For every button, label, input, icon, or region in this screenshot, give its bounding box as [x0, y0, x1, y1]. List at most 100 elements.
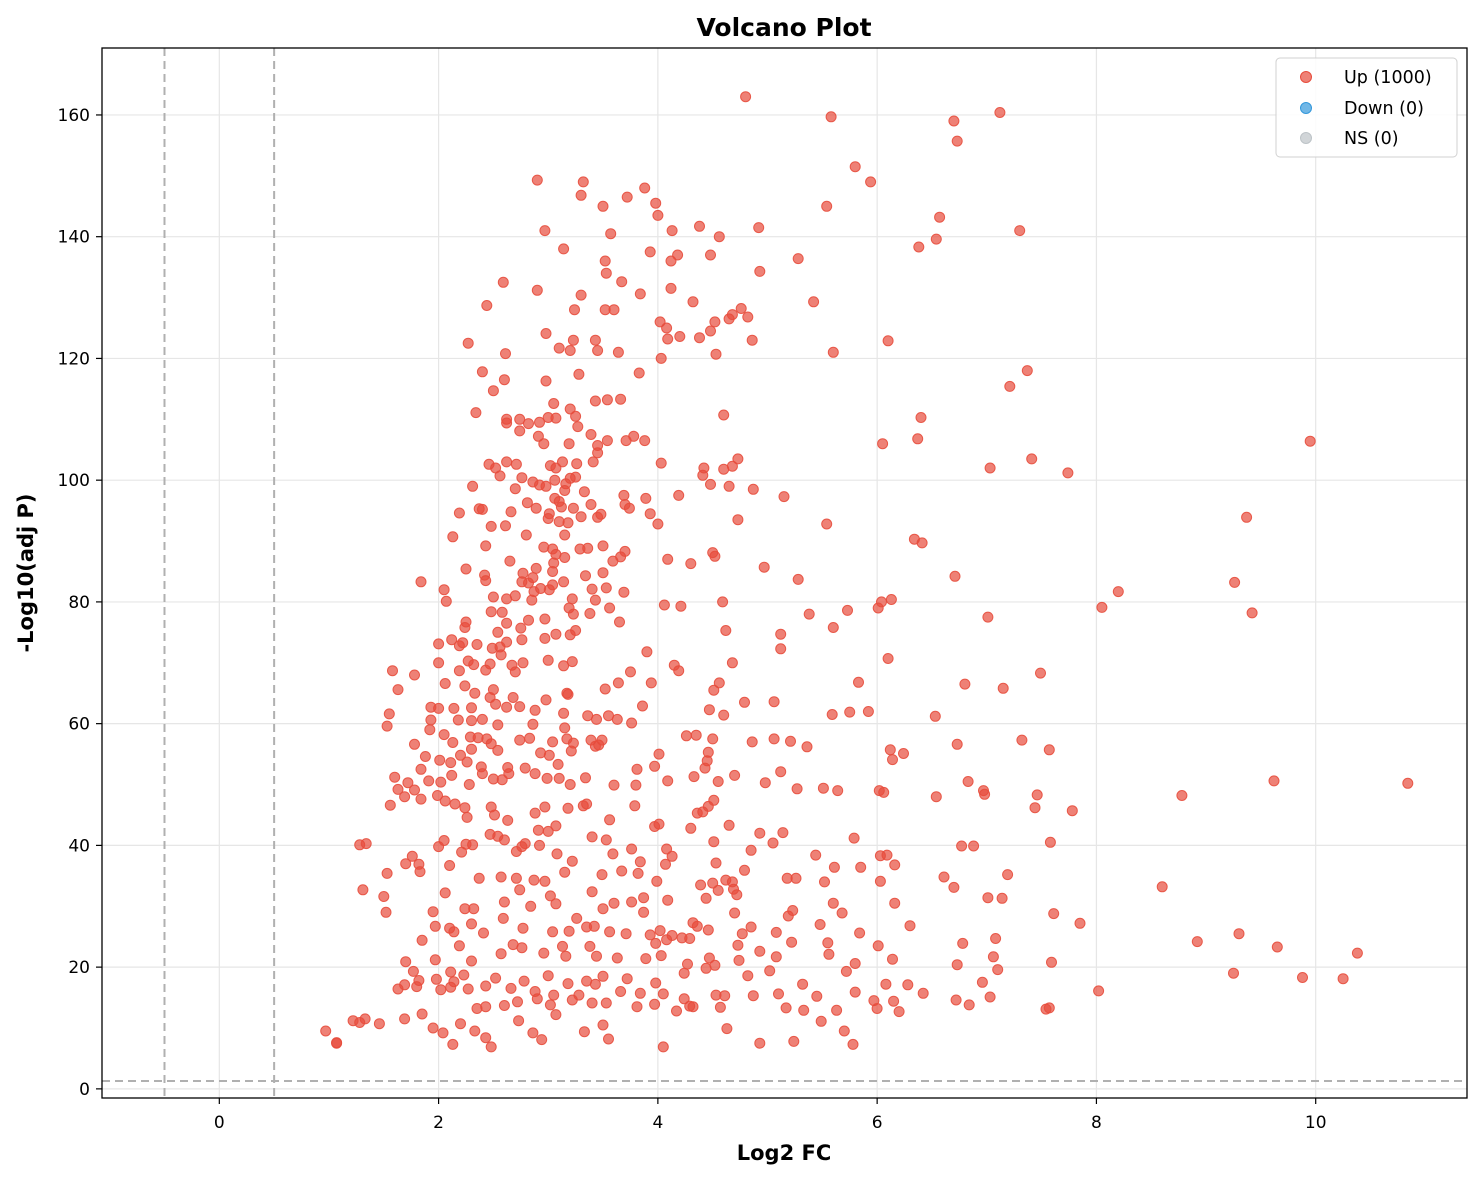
- data-point: [445, 966, 457, 978]
- data-point: [514, 413, 526, 425]
- data-point: [902, 979, 914, 991]
- data-point: [740, 91, 752, 103]
- legend-label-up: Up (1000): [1344, 68, 1432, 88]
- data-point: [956, 840, 968, 852]
- data-point: [455, 749, 466, 761]
- data-point: [580, 570, 591, 582]
- data-point: [445, 981, 457, 993]
- data-point: [877, 438, 889, 450]
- data-point: [562, 688, 574, 700]
- data-point: [1062, 467, 1074, 479]
- data-point: [707, 877, 719, 889]
- data-point: [661, 843, 673, 855]
- data-point: [429, 954, 441, 966]
- data-point: [547, 926, 559, 938]
- data-point: [862, 706, 874, 717]
- data-point: [461, 811, 473, 823]
- data-point: [655, 352, 667, 364]
- data-point: [614, 616, 625, 628]
- data-point: [517, 922, 529, 934]
- data-point: [558, 707, 570, 719]
- data-point: [788, 1035, 800, 1047]
- data-point: [540, 694, 552, 706]
- data-point: [520, 529, 532, 541]
- data-point: [631, 763, 643, 775]
- data-point: [501, 456, 513, 468]
- data-point: [739, 696, 750, 708]
- data-point: [427, 906, 439, 918]
- data-point: [572, 421, 584, 433]
- data-point: [564, 779, 576, 790]
- data-point: [808, 296, 820, 308]
- data-point: [672, 249, 684, 261]
- data-point: [836, 907, 848, 919]
- data-point: [468, 903, 480, 915]
- data-point: [435, 776, 447, 788]
- data-point: [571, 912, 583, 924]
- data-point: [530, 562, 542, 574]
- data-point: [430, 973, 442, 985]
- data-point: [409, 784, 420, 796]
- data-point: [409, 669, 420, 681]
- data-point: [540, 328, 552, 339]
- data-point: [513, 1015, 525, 1027]
- data-point: [481, 300, 493, 311]
- data-point: [557, 940, 568, 952]
- data-point: [448, 702, 460, 714]
- data-point: [723, 313, 735, 325]
- data-point: [652, 209, 664, 221]
- data-point: [640, 953, 652, 965]
- data-point: [503, 768, 515, 780]
- data-point: [963, 999, 975, 1011]
- data-point: [445, 757, 457, 769]
- data-point: [509, 590, 521, 602]
- data-point: [461, 756, 473, 768]
- y-tick-label: 0: [79, 1080, 90, 1100]
- data-point: [575, 289, 587, 301]
- data-point: [564, 403, 576, 415]
- data-point: [685, 558, 697, 570]
- data-point: [528, 874, 540, 886]
- data-point: [534, 839, 545, 851]
- data-point: [446, 634, 458, 646]
- data-point: [320, 1025, 332, 1037]
- data-point: [599, 255, 611, 267]
- data-point: [887, 953, 898, 965]
- data-point: [490, 698, 502, 710]
- data-point: [549, 474, 561, 486]
- data-point: [638, 906, 650, 918]
- data-point: [459, 680, 471, 692]
- data-point: [780, 1002, 792, 1014]
- data-point: [673, 489, 685, 501]
- data-point: [705, 249, 716, 261]
- data-point: [402, 777, 414, 789]
- x-tick-label: 6: [872, 1113, 883, 1133]
- data-point: [608, 897, 620, 909]
- data-point: [487, 385, 499, 397]
- x-tick-label: 10: [1305, 1113, 1327, 1133]
- data-point: [550, 412, 562, 424]
- data-point: [1046, 956, 1057, 968]
- data-point: [586, 997, 598, 1009]
- data-point: [649, 998, 661, 1010]
- data-point: [710, 348, 722, 360]
- data-point: [634, 856, 646, 868]
- data-point: [611, 713, 623, 725]
- data-point: [532, 824, 544, 836]
- data-point: [764, 965, 776, 977]
- data-point: [849, 986, 861, 998]
- data-point: [1337, 973, 1349, 985]
- legend-marker-ns: [1300, 132, 1312, 144]
- data-point: [604, 602, 616, 614]
- data-point: [691, 920, 703, 932]
- data-point: [514, 425, 526, 437]
- data-point: [600, 997, 612, 1009]
- data-point: [912, 433, 924, 445]
- data-point: [440, 595, 452, 607]
- data-point: [797, 978, 809, 990]
- data-point: [331, 1037, 343, 1049]
- data-point: [675, 600, 687, 612]
- data-point: [416, 934, 428, 946]
